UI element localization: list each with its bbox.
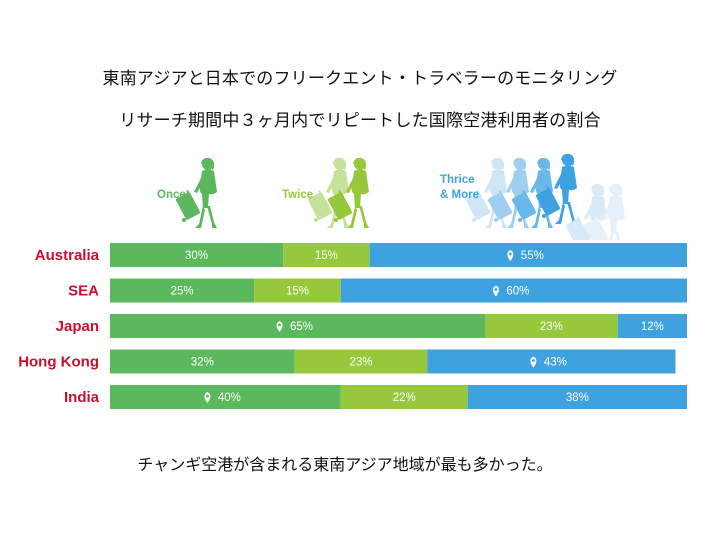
location-pin-icon [276,321,283,332]
bar-segment-sea-thrice-more [340,278,687,303]
bar-segment-hong-kong-twice [294,349,428,374]
bar-segment-sea-twice [254,278,341,303]
legend-label-once: Once [157,189,186,201]
data-label-japan-thrice-more: 12% [641,321,664,333]
thrice-traveler-icon [465,153,625,240]
data-label-hong-kong-once: 32% [191,357,214,369]
data-label-india-once: 40% [218,392,241,404]
bar-segment-sea-once [110,278,255,303]
location-pin-icon [530,356,537,368]
data-label-australia-thrice-more: 55% [521,250,544,262]
bar-segment-japan-thrice-more [617,314,687,338]
bar-segment-hong-kong-once [110,349,295,374]
row-label-japan: Japan [56,318,99,335]
location-pin-icon [204,392,211,403]
row-label-hong-kong: Hong Kong [18,354,99,371]
data-label-hong-kong-thrice-more: 43% [544,357,567,369]
location-pin-icon [507,250,514,261]
bar-segment-japan-twice [485,314,618,338]
legend-label-thrice-line1: Thrice [440,174,475,186]
data-label-sea-thrice-more: 60% [506,286,529,298]
footnote-text: チャンギ空港が含まれる東南アジア地域が最も多かった。 [137,455,553,474]
data-label-india-twice: 22% [393,392,416,404]
data-label-india-thrice-more: 38% [566,392,589,404]
data-label-sea-once: 25% [171,286,194,298]
data-label-sea-twice: 15% [286,286,309,298]
twice-traveler-icon [307,157,369,228]
data-label-japan-once: 65% [290,321,313,333]
bar-segment-india-twice [340,385,468,409]
chart-title-line-1: 東南アジアと日本でのフリークエント・トラベラーのモニタリング [102,69,618,89]
bar-segment-hong-kong-thrice-more [427,349,676,374]
legend-illustration: Once Twice Thrice & More [157,153,625,240]
data-label-japan-twice: 23% [540,321,563,333]
data-label-australia-twice: 15% [315,250,338,262]
bar-segment-india-thrice-more [467,385,687,409]
legend-label-twice: Twice [282,189,313,201]
data-label-hong-kong-twice: 23% [349,357,372,369]
legend-label-thrice-line2: & More [440,189,479,201]
location-pin-icon [492,285,499,297]
bar-segment-india-once [110,385,341,409]
row-label-sea: SEA [68,283,99,300]
stacked-bar-chart: Australia 30% 15% 55% SEA 25% 15% 60% Japan 65% 23… [18,243,687,409]
bar-segment-japan-once [110,314,486,338]
bar-segment-australia-once [110,243,284,267]
chart-title-line-2: リサーチ期間中３ヶ月内でリピートした国際空港利用者の割合 [119,111,601,131]
row-label-india: India [64,389,100,406]
bar-segment-australia-thrice-more [369,243,687,267]
data-label-australia-once: 30% [185,250,208,262]
bar-segment-australia-twice [283,243,370,267]
row-label-australia: Australia [35,247,100,264]
